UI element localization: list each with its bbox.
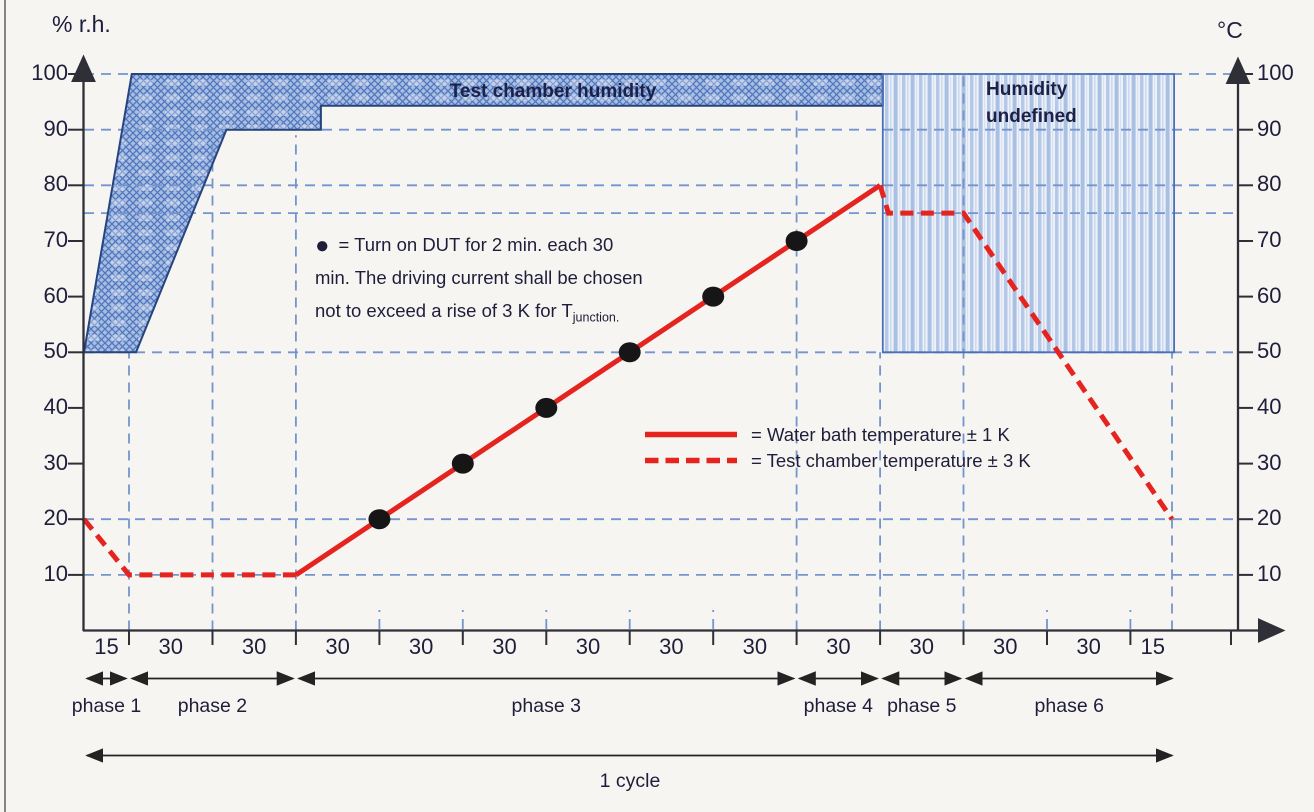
- x-axis-segment-label: 30: [492, 634, 517, 659]
- x-axis-segment-label: 15: [94, 634, 119, 659]
- x-axis-segment-label: 30: [408, 634, 434, 659]
- phase-label: phase 3: [511, 695, 581, 717]
- phase-label: phase 5: [887, 695, 957, 717]
- axes: [68, 54, 1286, 645]
- left-axis-tick-label: 50: [43, 338, 68, 364]
- right-axis-tick-label: 70: [1257, 226, 1282, 252]
- region-outlines: [82, 73, 1175, 354]
- cycle-label: 1 cycle: [599, 770, 661, 792]
- phase-label: phase 6: [1034, 695, 1104, 717]
- humidity-undefined-line1: Humidity: [986, 79, 1068, 100]
- right-axis-tick-label: 80: [1257, 171, 1282, 197]
- x-axis-segment-label: 30: [826, 634, 851, 659]
- left-axis-title: % r.h.: [52, 11, 111, 37]
- left-axis-tick-label: 20: [43, 505, 68, 531]
- right-axis-tick-label: 100: [1257, 60, 1294, 85]
- dut-annotation-text3: not to exceed a rise of 3 K for T: [315, 300, 573, 321]
- dut-annotation-line3: not to exceed a rise of 3 K for Tjunctio…: [315, 294, 717, 335]
- legend-label-test-chamber: = Test chamber temperature ± 3 K: [751, 450, 1031, 471]
- left-axis-tick-label: 100: [31, 60, 68, 85]
- left-axis-tick-label: 10: [43, 560, 68, 586]
- temperature-lines: [82, 183, 1175, 578]
- humidity-undefined-line2: undefined: [986, 106, 1077, 127]
- x-axis-segment-label: 30: [659, 634, 684, 659]
- dut-annotation-line1: ● = Turn on DUT for 2 min. each 30: [315, 227, 717, 261]
- right-axis-tick-label: 40: [1257, 393, 1282, 419]
- phase-arrows: [85, 671, 1174, 763]
- x-axis-segment-label: 30: [992, 634, 1018, 659]
- right-axis-title: °C: [1217, 17, 1243, 43]
- left-axis-tick-label: 30: [43, 449, 68, 475]
- phase-label: phase 2: [177, 695, 248, 717]
- region-label-humidity-undefined: Humidity undefined: [986, 76, 1077, 130]
- legend-label-water-bath: = Water bath temperature ± 1 K: [751, 424, 1010, 445]
- x-axis-segment-label: 30: [325, 634, 350, 659]
- dut-markers: [368, 231, 808, 530]
- right-axis-tick-label: 50: [1257, 338, 1282, 364]
- left-axis-tick-label: 80: [43, 171, 68, 197]
- x-axis-segment-label: 30: [742, 634, 768, 659]
- x-axis-segment-label: 30: [909, 634, 935, 659]
- right-axis-tick-label: 10: [1257, 560, 1282, 586]
- dut-annotation-text1: = Turn on DUT for 2 min. each 30: [338, 234, 614, 255]
- region-label-test-chamber-humidity: Test chamber humidity: [449, 81, 657, 102]
- dut-annotation: ● = Turn on DUT for 2 min. each 30 min. T…: [315, 227, 717, 335]
- left-axis-tick-label: 40: [43, 393, 68, 419]
- phase-label: phase 1: [71, 695, 142, 717]
- dut-dot-icon: ●: [315, 232, 330, 259]
- dut-annotation-line2: min. The driving current shall be chosen: [315, 267, 643, 288]
- right-axis-tick-label: 60: [1257, 282, 1282, 308]
- x-axis-segment-label: 30: [575, 634, 601, 659]
- right-axis-tick-label: 20: [1257, 505, 1282, 531]
- t-junction-subscript: junction.: [572, 310, 620, 325]
- x-axis-segment-label: 15: [1140, 634, 1166, 659]
- right-axis-tick-label: 30: [1257, 449, 1282, 475]
- x-axis-segment-label: 30: [1076, 634, 1101, 659]
- x-axis-segment-label: 30: [241, 634, 267, 659]
- x-axis-segment-label: 30: [158, 634, 183, 659]
- phase-label: phase 4: [803, 695, 874, 717]
- legend-swatches: [645, 431, 737, 464]
- left-axis-tick-label: 90: [43, 115, 68, 141]
- right-axis-tick-label: 90: [1257, 115, 1282, 141]
- left-axis-tick-label: 60: [43, 282, 68, 308]
- left-axis-tick-label: 70: [43, 226, 68, 252]
